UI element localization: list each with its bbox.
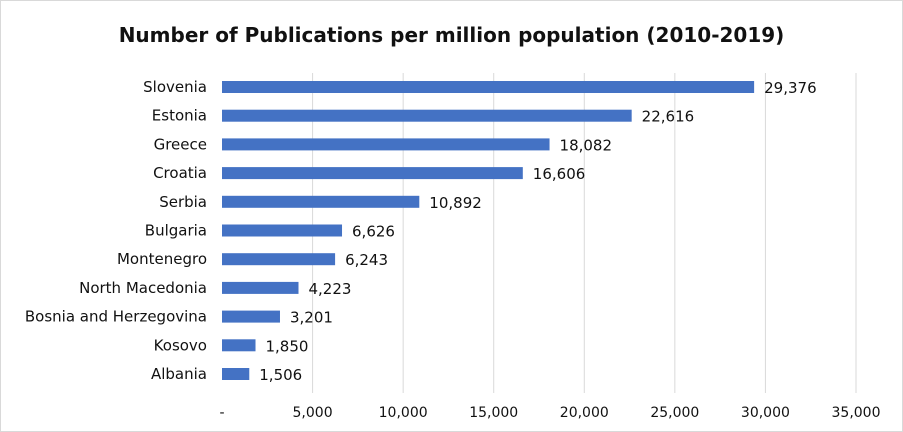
value-label: 6,626 xyxy=(352,223,395,241)
category-label: Estonia xyxy=(152,107,207,125)
bar xyxy=(222,339,256,352)
x-tick-label: 20,000 xyxy=(560,405,609,421)
bar xyxy=(222,138,550,151)
bar xyxy=(222,368,250,380)
category-label: Bosnia and Herzegovina xyxy=(25,308,207,326)
value-label: 22,616 xyxy=(642,108,695,126)
category-label: Serbia xyxy=(159,193,207,211)
value-label: 1,506 xyxy=(259,366,302,384)
bar xyxy=(222,109,632,122)
x-tick-label: 25,000 xyxy=(650,405,699,421)
category-label: Slovenia xyxy=(143,78,207,96)
category-label: Albania xyxy=(151,365,207,383)
value-label: 29,376 xyxy=(764,79,817,97)
bar xyxy=(222,81,755,93)
x-tick-label: 5,000 xyxy=(293,405,333,421)
value-label: 4,223 xyxy=(308,280,351,298)
value-label: 6,243 xyxy=(345,251,388,269)
x-tick-label: 35,000 xyxy=(832,405,881,421)
category-label: North Macedonia xyxy=(79,279,207,297)
bar xyxy=(222,281,299,294)
x-tick-label: - xyxy=(219,405,224,421)
x-tick-label: 15,000 xyxy=(469,405,518,421)
bar xyxy=(222,253,336,266)
value-label: 16,606 xyxy=(533,165,586,183)
category-label: Bulgaria xyxy=(145,222,207,240)
value-label: 10,892 xyxy=(429,194,482,212)
category-label: Kosovo xyxy=(154,336,207,354)
value-label: 3,201 xyxy=(290,309,333,327)
category-label: Greece xyxy=(154,135,207,153)
x-tick-label: 30,000 xyxy=(741,405,790,421)
chart-title: Number of Publications per million popul… xyxy=(118,23,785,47)
value-label: 18,082 xyxy=(560,136,613,154)
value-label: 1,850 xyxy=(266,337,309,355)
bar xyxy=(222,167,523,180)
x-tick-label: 10,000 xyxy=(379,405,428,421)
bar xyxy=(222,224,343,237)
bar xyxy=(222,310,280,323)
category-label: Montenegro xyxy=(117,250,207,268)
category-label: Croatia xyxy=(153,164,207,182)
bar xyxy=(222,195,420,208)
